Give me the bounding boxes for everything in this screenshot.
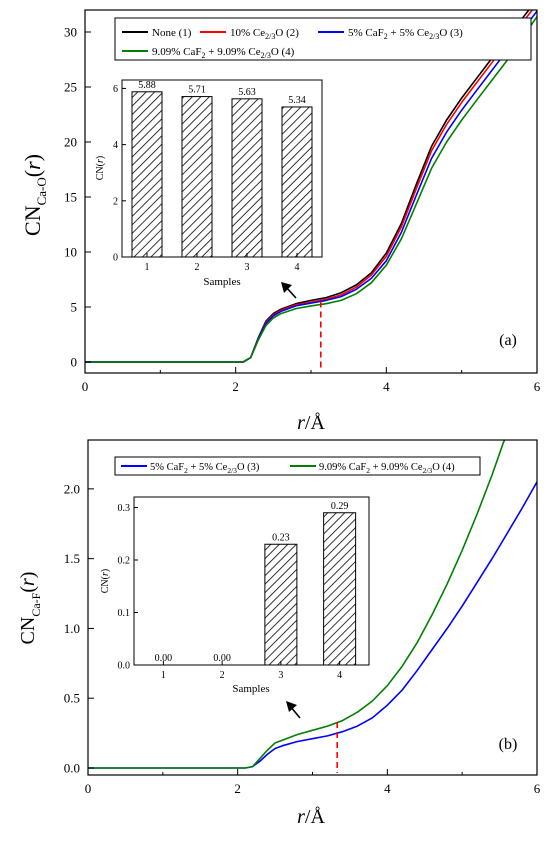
panel-a-ylabel: CNCa-O(r) bbox=[20, 154, 49, 236]
panel-a-arrow bbox=[281, 282, 297, 299]
panel-b-inset-xtick-label-2: 2 bbox=[220, 670, 225, 681]
panel-b-inset-ytick-label-0: 0.0 bbox=[118, 661, 131, 672]
panel-a-inset-ytick-label-2: 4 bbox=[113, 140, 118, 151]
panel-b-series-group bbox=[88, 440, 537, 769]
panel-b-xlabel: r/Å bbox=[297, 806, 325, 828]
panel-a-ytick-label-0: 0 bbox=[71, 355, 78, 370]
panel-a-xtick-label-1: 2 bbox=[232, 379, 239, 394]
panel-b-arrow-head bbox=[286, 701, 297, 712]
panel-a-xtick-label-0: 0 bbox=[82, 379, 89, 394]
panel-b-label: (b) bbox=[499, 736, 518, 753]
panel-a-arrow-head bbox=[281, 282, 292, 293]
legend-a-label-4: 9.09% CaF2 + 9.09% Ce2/3O (4) bbox=[152, 46, 295, 60]
panel-b-inset-value-label-4: 0.29 bbox=[331, 501, 349, 512]
panel-b-ytick-label-2: 1.0 bbox=[64, 621, 80, 636]
panel-b: 0 2 4 6 0.0 0.5 1.0 1.5 2.0 CNCa-F(r) r/Å (b) 5%… bbox=[17, 439, 541, 828]
panel-a-inset-value-label-2: 5.71 bbox=[188, 85, 206, 96]
panel-a-ytick-label-5: 25 bbox=[64, 80, 77, 95]
panel-a-inset-xtick-label-4: 4 bbox=[295, 262, 300, 273]
panel-b-inset-xtick-label-1: 1 bbox=[161, 670, 166, 681]
panel-a-inset-value-label-4: 5.34 bbox=[288, 95, 306, 106]
panel-a-inset-content: 5.88 1 5.71 2 5.63 3 5.34 4 0 2 4 6 bbox=[113, 80, 313, 273]
panel-b-xtick-label-3: 6 bbox=[534, 781, 541, 796]
panel-a-inset-xtick-label-3: 3 bbox=[245, 262, 250, 273]
legend-b-label-1: 5% CaF2 + 5% Ce2/3O (3) bbox=[150, 462, 260, 475]
panel-a-inset: 5.88 1 5.71 2 5.63 3 5.34 4 0 2 4 6 Samples CN(r) bbox=[95, 79, 323, 288]
panel-a-inset-bar-1 bbox=[131, 91, 163, 258]
panel-b-legend: 5% CaF2 + 5% Ce2/3O (3) 9.09% CaF2 + 9.0… bbox=[114, 456, 481, 476]
panel-b-inset: 0.00 1 0.00 2 0.23 3 0.29 4 0.0 0.1 0.2 0.3 Samples… bbox=[100, 496, 370, 695]
panel-a-inset-bar-2 bbox=[181, 96, 213, 258]
panel-b-xtick-label-2: 4 bbox=[384, 781, 391, 796]
panel-b-inset-ytick-label-1: 0.1 bbox=[118, 608, 131, 619]
panel-b-inset-content: 0.00 1 0.00 2 0.23 3 0.29 4 0.0 0.1 0.2 0.3 bbox=[118, 501, 357, 681]
panel-a-legend-box bbox=[114, 17, 532, 61]
panel-b-xtick-label-1: 2 bbox=[234, 781, 241, 796]
panel-b-inset-value-label-1: 0.00 bbox=[155, 653, 173, 664]
panel-a-inset-ytick-label-3: 6 bbox=[113, 84, 118, 95]
panel-b-ylabel: CNCa-F(r) bbox=[17, 572, 43, 645]
panel-a-inset-bar-3 bbox=[231, 98, 263, 258]
panel-a-ytick-label-1: 5 bbox=[71, 300, 78, 315]
panel-b-ytick-label-1: 0.5 bbox=[64, 691, 80, 706]
legend-a-label-3: 5% CaF2 + 5% Ce2/3O (3) bbox=[348, 27, 463, 41]
panel-b-series-line-1 bbox=[88, 481, 537, 769]
panel-b-inset-value-label-2: 0.00 bbox=[213, 653, 231, 664]
panel-b-ytick-label-3: 1.5 bbox=[64, 551, 80, 566]
panel-a-ytick-label-2: 10 bbox=[64, 245, 77, 260]
panel-a-series-group bbox=[85, 10, 537, 363]
panel-a-label: (a) bbox=[499, 332, 517, 349]
panel-b-ytick-label-0: 0.0 bbox=[64, 761, 80, 776]
panel-b-arrow bbox=[286, 701, 301, 719]
panel-b-inset-xtick-label-4: 4 bbox=[337, 670, 342, 681]
panel-b-inset-value-label-3: 0.23 bbox=[272, 532, 290, 543]
panel-a-ytick-label-6: 30 bbox=[64, 25, 77, 40]
panel-b-inset-ylabel: CN(r) bbox=[100, 569, 111, 593]
panel-a-xlabel: r/Å bbox=[297, 412, 325, 434]
panel-a-inset-bar-4 bbox=[281, 106, 313, 258]
panel-b-inset-ytick-label-3: 0.3 bbox=[118, 503, 131, 514]
panel-a-series-line-4 bbox=[85, 16, 537, 363]
panel-a-xtick-label-2: 4 bbox=[383, 379, 390, 394]
panel-b-inset-xtick-label-3: 3 bbox=[278, 670, 283, 681]
panel-a-ytick-label-3: 15 bbox=[64, 190, 77, 205]
panel-a-series-line-3 bbox=[85, 10, 537, 363]
panel-b-series-line-2 bbox=[88, 440, 506, 769]
legend-a-label-2: 10% Ce2/3O (2) bbox=[230, 27, 299, 41]
panel-a-inset-xtick-label-1: 1 bbox=[145, 262, 150, 273]
panel-a-legend: None (1) 10% Ce2/3O (2) 5% CaF2 + 5% Ce2… bbox=[114, 17, 532, 61]
panel-a-inset-value-label-3: 5.63 bbox=[238, 87, 256, 98]
panel-b-ticks-group: 0 2 4 6 0.0 0.5 1.0 1.5 2.0 bbox=[64, 481, 541, 796]
panel-b-xtick-label-0: 0 bbox=[85, 781, 92, 796]
legend-a-label-1: None (1) bbox=[152, 27, 192, 39]
panel-a-ytick-label-4: 20 bbox=[64, 135, 77, 150]
panel-a-inset-ytick-label-1: 2 bbox=[113, 196, 118, 207]
panel-b-inset-bar-4 bbox=[323, 512, 357, 666]
panel-b-inset-bar-3 bbox=[264, 543, 298, 666]
panel-a-xtick-label-3: 6 bbox=[534, 379, 541, 394]
panel-a-inset-xlabel: Samples bbox=[203, 276, 240, 288]
panel-a-inset-ylabel: CN(r) bbox=[95, 156, 106, 180]
panel-b-inset-xlabel: Samples bbox=[232, 683, 269, 695]
panel-a-inset-xtick-label-2: 2 bbox=[195, 262, 200, 273]
panel-b-inset-ytick-label-2: 0.2 bbox=[118, 556, 131, 567]
legend-b-label-2: 9.09% CaF2 + 9.09% Ce2/3O (4) bbox=[319, 462, 455, 475]
panel-a-inset-ytick-label-0: 0 bbox=[113, 253, 118, 264]
panel-a-inset-value-label-1: 5.88 bbox=[138, 80, 156, 91]
panel-b-ytick-label-4: 2.0 bbox=[64, 481, 80, 496]
